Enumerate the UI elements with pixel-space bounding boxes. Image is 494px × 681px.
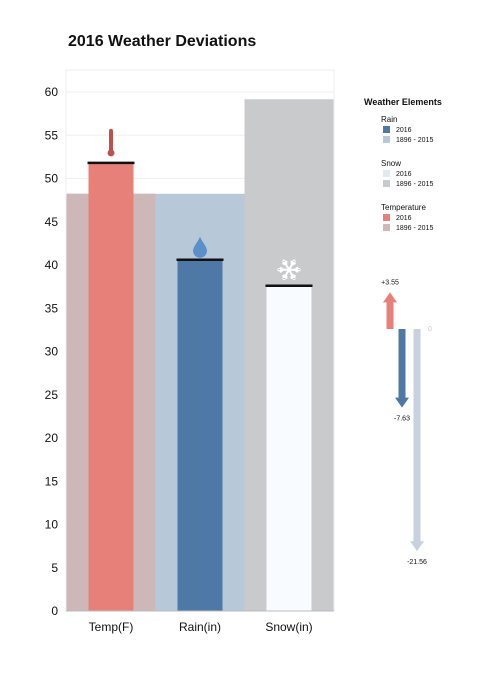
deviation-arrow-snow xyxy=(410,329,424,552)
legend-item-label: 2016 xyxy=(396,215,412,222)
y-tick-label: 20 xyxy=(45,431,59,445)
thermometer-icon xyxy=(107,128,115,157)
y-tick-label: 5 xyxy=(51,561,58,575)
chart-title: 2016 Weather Deviations xyxy=(68,33,257,50)
legend-group-label: Temperature xyxy=(381,203,426,212)
y-tick-label: 55 xyxy=(45,128,59,142)
deviation-arrow-rain xyxy=(395,329,409,408)
legend-group-label: Rain xyxy=(381,115,397,124)
legend-item-label: 2016 xyxy=(396,127,412,134)
legend-swatch xyxy=(383,170,390,177)
y-tick-label: 0 xyxy=(51,604,58,618)
deviation-panel: +3.55 -7.63 -21.56 0 xyxy=(381,279,432,566)
legend-swatch xyxy=(383,224,390,231)
x-tick-label: Rain(in) xyxy=(179,620,221,634)
y-tick-label: 60 xyxy=(45,85,59,99)
legend-item-label: 1896 - 2015 xyxy=(396,225,433,232)
rain-2016-bar xyxy=(177,259,223,611)
temp-2016-bar xyxy=(88,162,134,611)
x-tick-label: Snow(in) xyxy=(265,620,312,634)
x-tick-label: Temp(F) xyxy=(89,620,134,634)
legend-swatch xyxy=(383,214,390,221)
deviation-label: -7.63 xyxy=(394,416,410,423)
legend-title: Weather Elements xyxy=(364,97,442,107)
legend-item-label: 2016 xyxy=(396,171,412,178)
axes: 0 5 10 15 20 25 30 35 40 45 50 55 60 Temp(F) Rain(in) S… xyxy=(45,85,334,634)
legend-group-label: Snow xyxy=(381,159,401,168)
legend-swatch xyxy=(383,126,390,133)
legend-item-label: 1896 - 2015 xyxy=(396,181,433,188)
legend: Weather Elements Rain 2016 1896 - 2015 Snow 2… xyxy=(364,97,442,232)
snowflake-icon xyxy=(277,259,301,281)
y-tick-label: 35 xyxy=(45,301,59,315)
y-tick-label: 25 xyxy=(45,388,59,402)
deviation-label: +3.55 xyxy=(381,279,399,286)
deviation-label: -21.56 xyxy=(407,559,427,566)
bar-icons xyxy=(107,128,301,281)
y-tick-label: 15 xyxy=(45,474,59,488)
y-tick-label: 50 xyxy=(45,172,59,186)
legend-item-label: 1896 - 2015 xyxy=(396,137,433,144)
legend-swatch xyxy=(383,136,390,143)
snow-2016-bar xyxy=(266,285,312,611)
bars xyxy=(66,99,334,612)
legend-swatch xyxy=(383,180,390,187)
y-tick-label: 10 xyxy=(45,518,59,532)
y-tick-label: 45 xyxy=(45,215,59,229)
raindrop-icon xyxy=(193,236,207,258)
y-tick-label: 40 xyxy=(45,258,59,272)
deviation-arrow-temperature xyxy=(383,292,397,329)
deviation-zero-label: 0 xyxy=(428,326,432,333)
y-tick-label: 30 xyxy=(45,345,59,359)
